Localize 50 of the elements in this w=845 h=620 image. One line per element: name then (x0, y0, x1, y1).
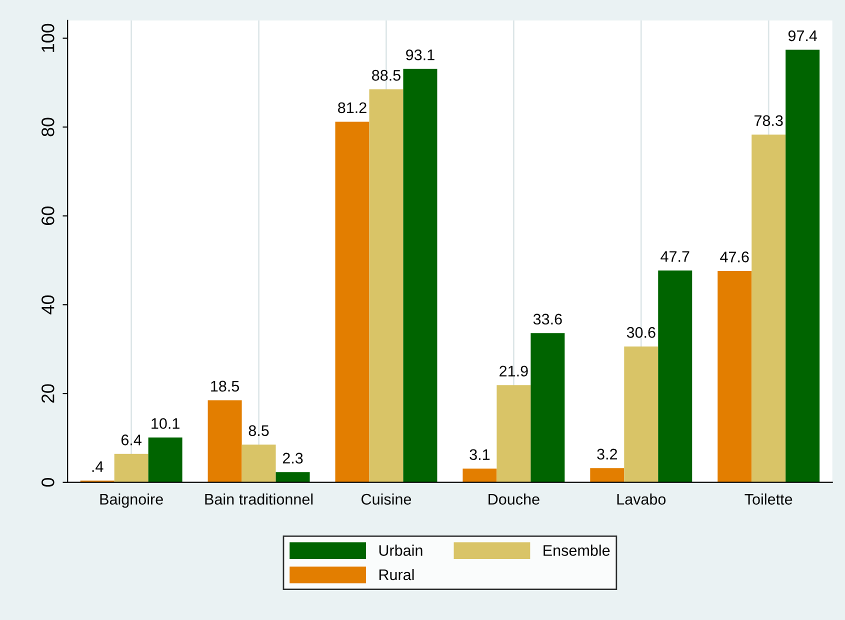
bar (403, 68, 438, 482)
data-label: 3.2 (597, 448, 618, 460)
bar (114, 454, 148, 482)
data-label: .4 (92, 461, 104, 472)
bar (718, 270, 752, 482)
bar (335, 122, 370, 482)
legend-label: Rural (379, 568, 414, 580)
data-label: 30.6 (626, 327, 656, 338)
y-tick-label: 0 (42, 478, 54, 487)
bar (276, 472, 310, 482)
data-label: 3.1 (470, 449, 490, 460)
data-label: 81.2 (338, 102, 366, 114)
data-label: 88.5 (372, 70, 400, 81)
y-tick-label: 80 (42, 118, 54, 136)
y-tick-label: 20 (42, 384, 54, 403)
bar (462, 468, 497, 482)
bar (786, 50, 820, 482)
bar (242, 444, 276, 482)
data-label: 78.3 (754, 115, 783, 126)
data-label: 6.4 (121, 434, 142, 446)
data-label: 97.4 (788, 30, 818, 42)
bar (148, 438, 182, 482)
bar (658, 270, 692, 482)
y-tick-label: 60 (42, 206, 54, 226)
bar (752, 134, 786, 482)
data-label: 21.9 (500, 366, 528, 377)
legend-label: Urbain (379, 544, 422, 556)
y-tick-label: 40 (42, 295, 54, 314)
bar (496, 385, 531, 482)
data-label: 10.1 (152, 418, 180, 429)
x-tick-label: Douche (488, 493, 540, 505)
data-label: 8.5 (248, 425, 269, 436)
data-label: 18.5 (211, 380, 240, 392)
data-label: 47.6 (720, 252, 749, 262)
data-label: 33.6 (533, 314, 562, 325)
data-label: 47.7 (660, 251, 690, 262)
bar (590, 468, 624, 482)
data-label: 93.1 (406, 49, 434, 60)
y-tick-label: 100 (42, 24, 54, 52)
x-tick-label: Bain traditionnel (205, 493, 313, 505)
x-tick-label: Baignoire (100, 493, 163, 508)
x-tick-label: Cuisine (362, 493, 412, 505)
x-tick-label: Toilette (744, 493, 792, 505)
x-tick-label: Lavabo (617, 493, 666, 505)
data-label: 2.3 (282, 452, 303, 464)
legend-label: Ensemble (544, 544, 610, 556)
bar (208, 400, 242, 482)
bar (530, 333, 565, 482)
bar (369, 89, 404, 482)
bar (624, 346, 658, 482)
